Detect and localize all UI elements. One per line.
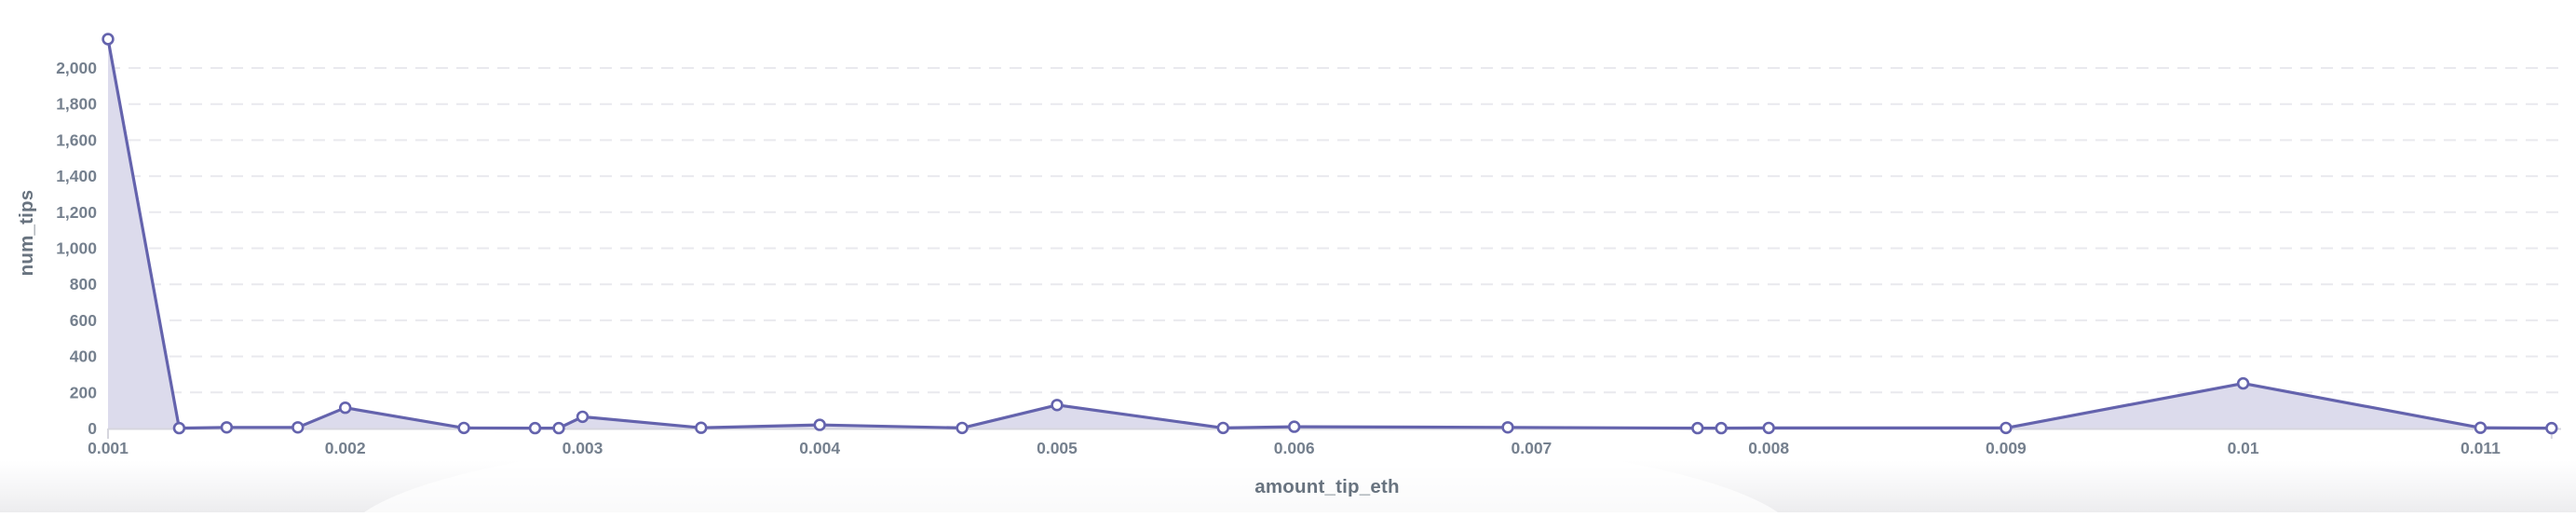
x-tick-label: 0.006: [1274, 439, 1315, 457]
y-tick-label: 2,000: [56, 59, 97, 77]
y-tick-label: 1,000: [56, 239, 97, 258]
x-tick-label: 0.009: [1986, 439, 2027, 457]
x-tick-label: 0.01: [2228, 439, 2259, 457]
data-point-marker[interactable]: [291, 421, 305, 434]
axis-layer: [107, 428, 2561, 439]
x-tick-label: 0.003: [563, 439, 603, 457]
x-tick-label: 0.004: [799, 439, 840, 457]
data-point-marker[interactable]: [1051, 399, 1064, 412]
data-point-marker[interactable]: [552, 421, 565, 435]
data-point-marker[interactable]: [102, 33, 115, 46]
data-point-marker[interactable]: [457, 421, 470, 435]
markers-layer: [102, 33, 2558, 435]
x-tick-label: 0.011: [2461, 439, 2501, 457]
data-point-marker[interactable]: [172, 421, 186, 435]
data-point-marker[interactable]: [220, 421, 234, 434]
data-point-marker[interactable]: [695, 421, 708, 434]
data-point-marker[interactable]: [1216, 421, 1230, 435]
data-point-marker[interactable]: [1715, 421, 1728, 435]
data-point-marker[interactable]: [2000, 421, 2013, 435]
data-point-marker[interactable]: [1691, 421, 1704, 435]
data-point-marker[interactable]: [813, 418, 826, 431]
area-fill: [108, 39, 2552, 429]
data-point-marker[interactable]: [2545, 421, 2558, 435]
y-tick-labels: 0 200 400 600 800 1,000 1,200 1,400 1,600 1,800 2,…: [56, 59, 97, 438]
x-tick-label: 0.002: [325, 439, 366, 457]
data-point-marker[interactable]: [1762, 421, 1775, 435]
x-axis-title: amount_tip_eth: [1254, 476, 1399, 497]
data-point-marker[interactable]: [528, 421, 542, 435]
y-tick-label: 200: [70, 383, 97, 401]
x-tick-labels: 0.001 0.002 0.003 0.004 0.005 0.006 0.007 0.008…: [88, 439, 2501, 457]
y-tick-label: 1,800: [56, 95, 97, 114]
x-tick-label: 0.005: [1037, 439, 1078, 457]
data-point-marker[interactable]: [1287, 420, 1301, 433]
y-tick-label: 0: [88, 419, 97, 438]
data-point-marker[interactable]: [576, 410, 590, 424]
y-tick-label: 1,400: [56, 167, 97, 185]
data-point-marker[interactable]: [956, 421, 969, 435]
data-point-marker[interactable]: [2474, 421, 2488, 434]
data-point-marker[interactable]: [1501, 421, 1514, 434]
gridlines-layer: [108, 67, 2561, 394]
y-tick-label: 800: [70, 275, 97, 293]
y-axis-title: num_tips: [16, 190, 37, 277]
area-layer: [108, 39, 2552, 429]
y-tick-label: 400: [70, 347, 97, 366]
footer-band: [0, 460, 2576, 512]
x-tick-label: 0.001: [88, 439, 129, 457]
line-layer: [106, 37, 2554, 430]
data-point-marker[interactable]: [2236, 376, 2250, 390]
y-tick-label: 1,200: [56, 203, 97, 222]
data-point-marker[interactable]: [339, 401, 352, 415]
y-tick-label: 600: [70, 311, 97, 330]
x-tick-label: 0.008: [1748, 439, 1789, 457]
y-tick-label: 1,600: [56, 130, 97, 149]
series-line: [106, 37, 2554, 430]
x-tick-label: 0.007: [1512, 439, 1552, 457]
